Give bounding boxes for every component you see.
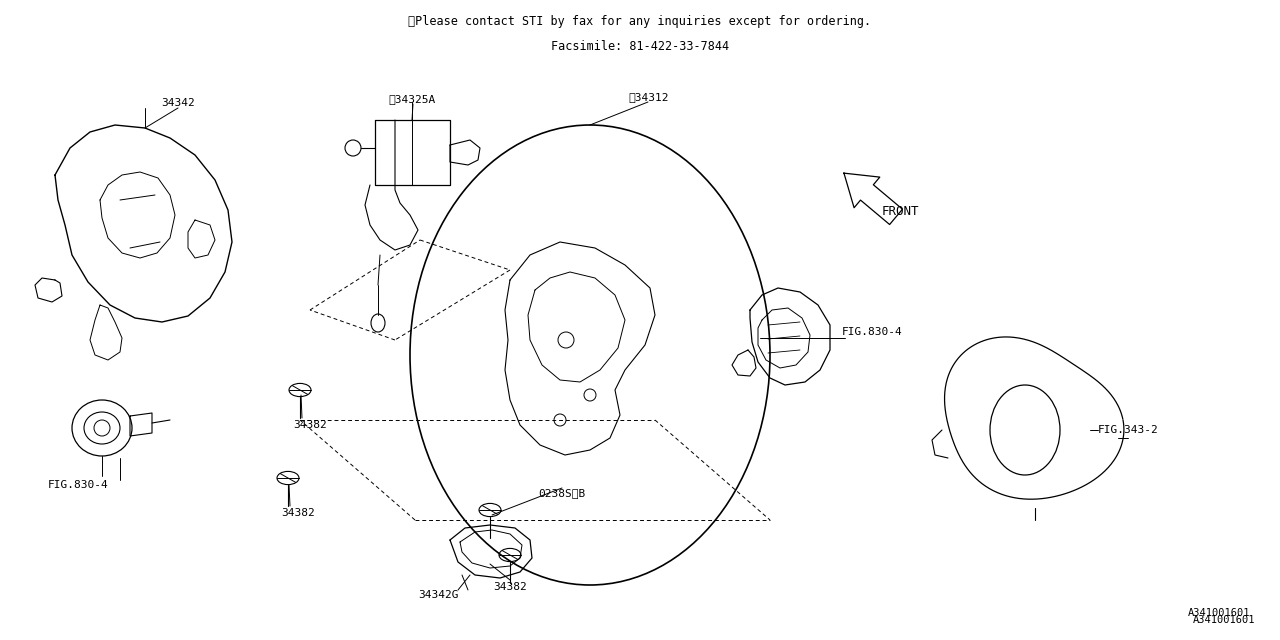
Text: ※34325A: ※34325A	[388, 94, 435, 104]
Text: 34382: 34382	[293, 420, 326, 430]
Text: FIG.343-2: FIG.343-2	[1098, 425, 1158, 435]
Text: Facsimile: 81-422-33-7844: Facsimile: 81-422-33-7844	[550, 40, 730, 53]
Text: 34342: 34342	[161, 98, 195, 108]
Text: FIG.830-4: FIG.830-4	[842, 327, 902, 337]
Text: ※Please contact STI by fax for any inquiries except for ordering.: ※Please contact STI by fax for any inqui…	[408, 15, 872, 28]
Text: FRONT: FRONT	[882, 205, 919, 218]
Text: ※34312: ※34312	[628, 92, 668, 102]
Text: 0238S※B: 0238S※B	[538, 488, 585, 498]
Text: 34382: 34382	[493, 582, 527, 592]
Text: A341001601: A341001601	[1188, 608, 1251, 618]
Text: FIG.830-4: FIG.830-4	[49, 480, 109, 490]
Text: 34382: 34382	[282, 508, 315, 518]
Text: A341001601: A341001601	[1193, 615, 1254, 625]
Text: 34342G: 34342G	[419, 590, 458, 600]
